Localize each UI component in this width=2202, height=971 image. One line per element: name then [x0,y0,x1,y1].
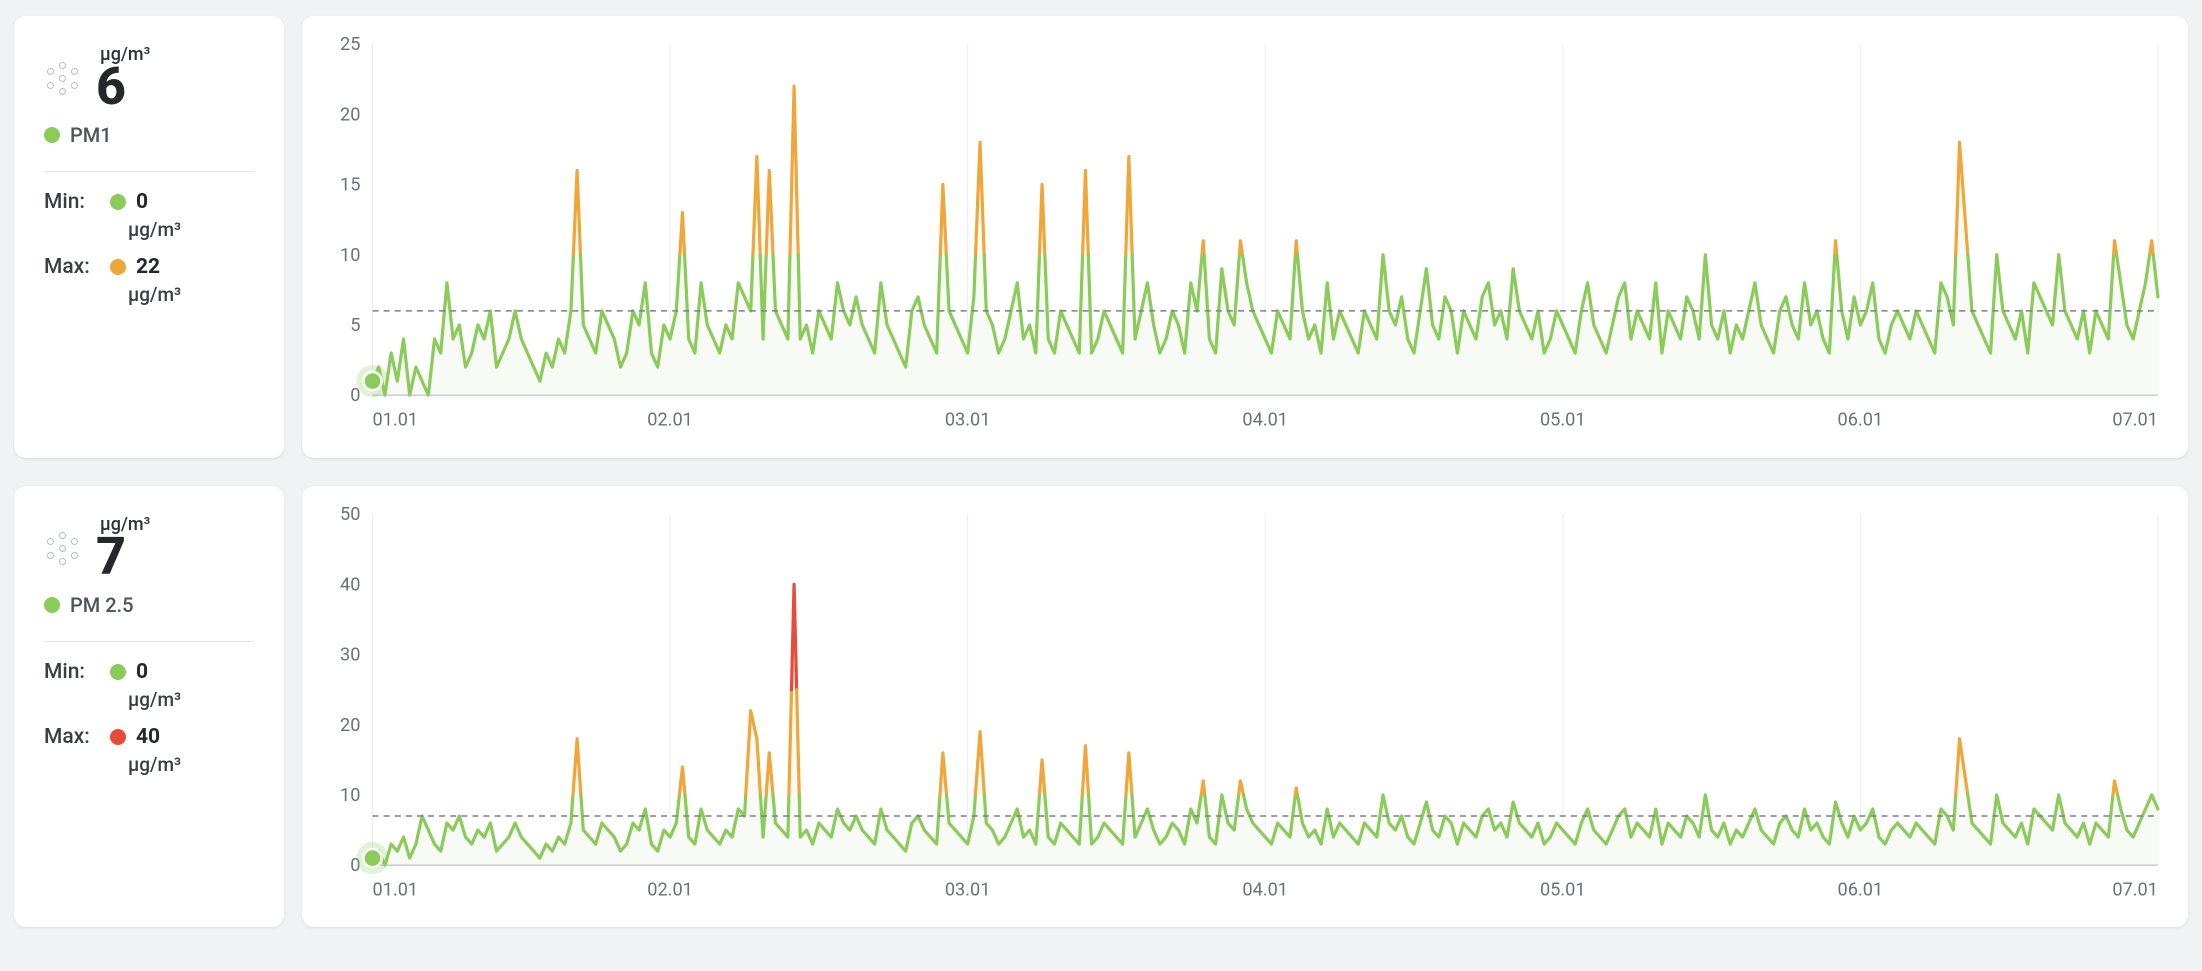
chart-card-pm25: 0102030405001.0102.0103.0104.0105.0106.0… [302,486,2188,928]
x-tick-label: 07.01 [2112,409,2158,430]
max-unit: µg/m³ [128,753,254,776]
min-unit: µg/m³ [128,218,254,241]
status-dot-icon [44,127,60,143]
y-tick-label: 15 [340,175,360,196]
max-value: 22 [136,255,160,279]
sensor-row-pm25: µg/m³ 7 PM 2.5 Min: 0 µg/m³ Max: 40 µg/m… [14,486,2188,928]
start-marker[interactable] [363,372,381,390]
status-dot-icon [44,597,60,613]
max-dot-icon [110,259,126,275]
y-tick-label: 20 [340,104,360,125]
current-value: 6 [96,61,150,113]
series-segment [2150,241,2154,255]
divider [44,171,254,172]
series-segment [1295,241,1297,255]
summary-card-pm1: µg/m³ 6 PM1 Min: 0 µg/m³ Max: 22 µg/m³ [14,16,284,458]
y-tick-label: 40 [340,574,360,595]
x-tick-label: 03.01 [945,409,991,430]
min-dot-icon [110,194,126,210]
y-tick-label: 10 [340,245,360,266]
max-dot-icon [110,729,126,745]
divider [44,641,254,642]
x-tick-label: 05.01 [1540,409,1586,430]
x-tick-label: 03.01 [945,879,991,900]
series-segment [1201,780,1205,794]
x-tick-label: 01.01 [373,409,419,430]
x-tick-label: 01.01 [373,879,419,900]
y-tick-label: 25 [340,34,360,55]
sensor-name-label: PM1 [70,123,112,147]
y-tick-label: 20 [340,714,360,735]
x-tick-label: 05.01 [1540,879,1586,900]
x-tick-label: 06.01 [1838,409,1884,430]
min-label: Min: [44,190,100,214]
max-label: Max: [44,725,100,749]
min-unit: µg/m³ [128,688,254,711]
x-tick-label: 02.01 [647,409,693,430]
min-value: 0 [136,190,148,214]
series-segment [1835,241,1837,255]
x-tick-label: 04.01 [1242,879,1288,900]
timeseries-chart[interactable]: 051015202501.0102.0103.0104.0105.0106.01… [312,30,2168,444]
max-value: 40 [136,725,160,749]
max-unit: µg/m³ [128,283,254,306]
series-segment [2114,241,2117,255]
y-tick-label: 5 [350,315,360,336]
particles-icon [44,60,84,100]
sensor-row-pm1: µg/m³ 6 PM1 Min: 0 µg/m³ Max: 22 µg/m³ 0… [14,16,2188,458]
sensor-name-label: PM 2.5 [70,593,134,617]
current-value: 7 [96,531,150,583]
y-tick-label: 50 [340,504,360,525]
summary-card-pm25: µg/m³ 7 PM 2.5 Min: 0 µg/m³ Max: 40 µg/m… [14,486,284,928]
min-value: 0 [136,660,148,684]
timeseries-chart[interactable]: 0102030405001.0102.0103.0104.0105.0106.0… [312,500,2168,914]
min-label: Min: [44,660,100,684]
min-dot-icon [110,664,126,680]
max-label: Max: [44,255,100,279]
x-tick-label: 02.01 [647,879,693,900]
y-tick-label: 30 [340,644,360,665]
y-tick-label: 10 [340,785,360,806]
particles-icon [44,530,84,570]
series-segment [1202,241,1204,255]
x-tick-label: 06.01 [1838,879,1884,900]
series-segment [1239,241,1242,255]
start-marker[interactable] [363,849,381,867]
chart-card-pm1: 051015202501.0102.0103.0104.0105.0106.01… [302,16,2188,458]
x-tick-label: 04.01 [1242,409,1288,430]
x-tick-label: 07.01 [2112,879,2158,900]
